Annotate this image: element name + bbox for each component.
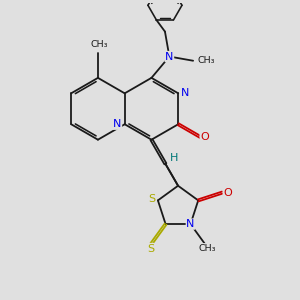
- Text: N: N: [165, 52, 173, 61]
- Text: N: N: [181, 88, 189, 98]
- Text: S: S: [147, 244, 154, 254]
- Text: CH₃: CH₃: [91, 40, 108, 49]
- Text: O: O: [200, 132, 209, 142]
- Text: CH₃: CH₃: [198, 244, 216, 253]
- Text: H: H: [170, 154, 178, 164]
- Text: S: S: [148, 194, 156, 204]
- Text: CH₃: CH₃: [197, 56, 215, 65]
- Text: N: N: [186, 219, 195, 229]
- Text: O: O: [223, 188, 232, 198]
- Text: N: N: [113, 119, 122, 129]
